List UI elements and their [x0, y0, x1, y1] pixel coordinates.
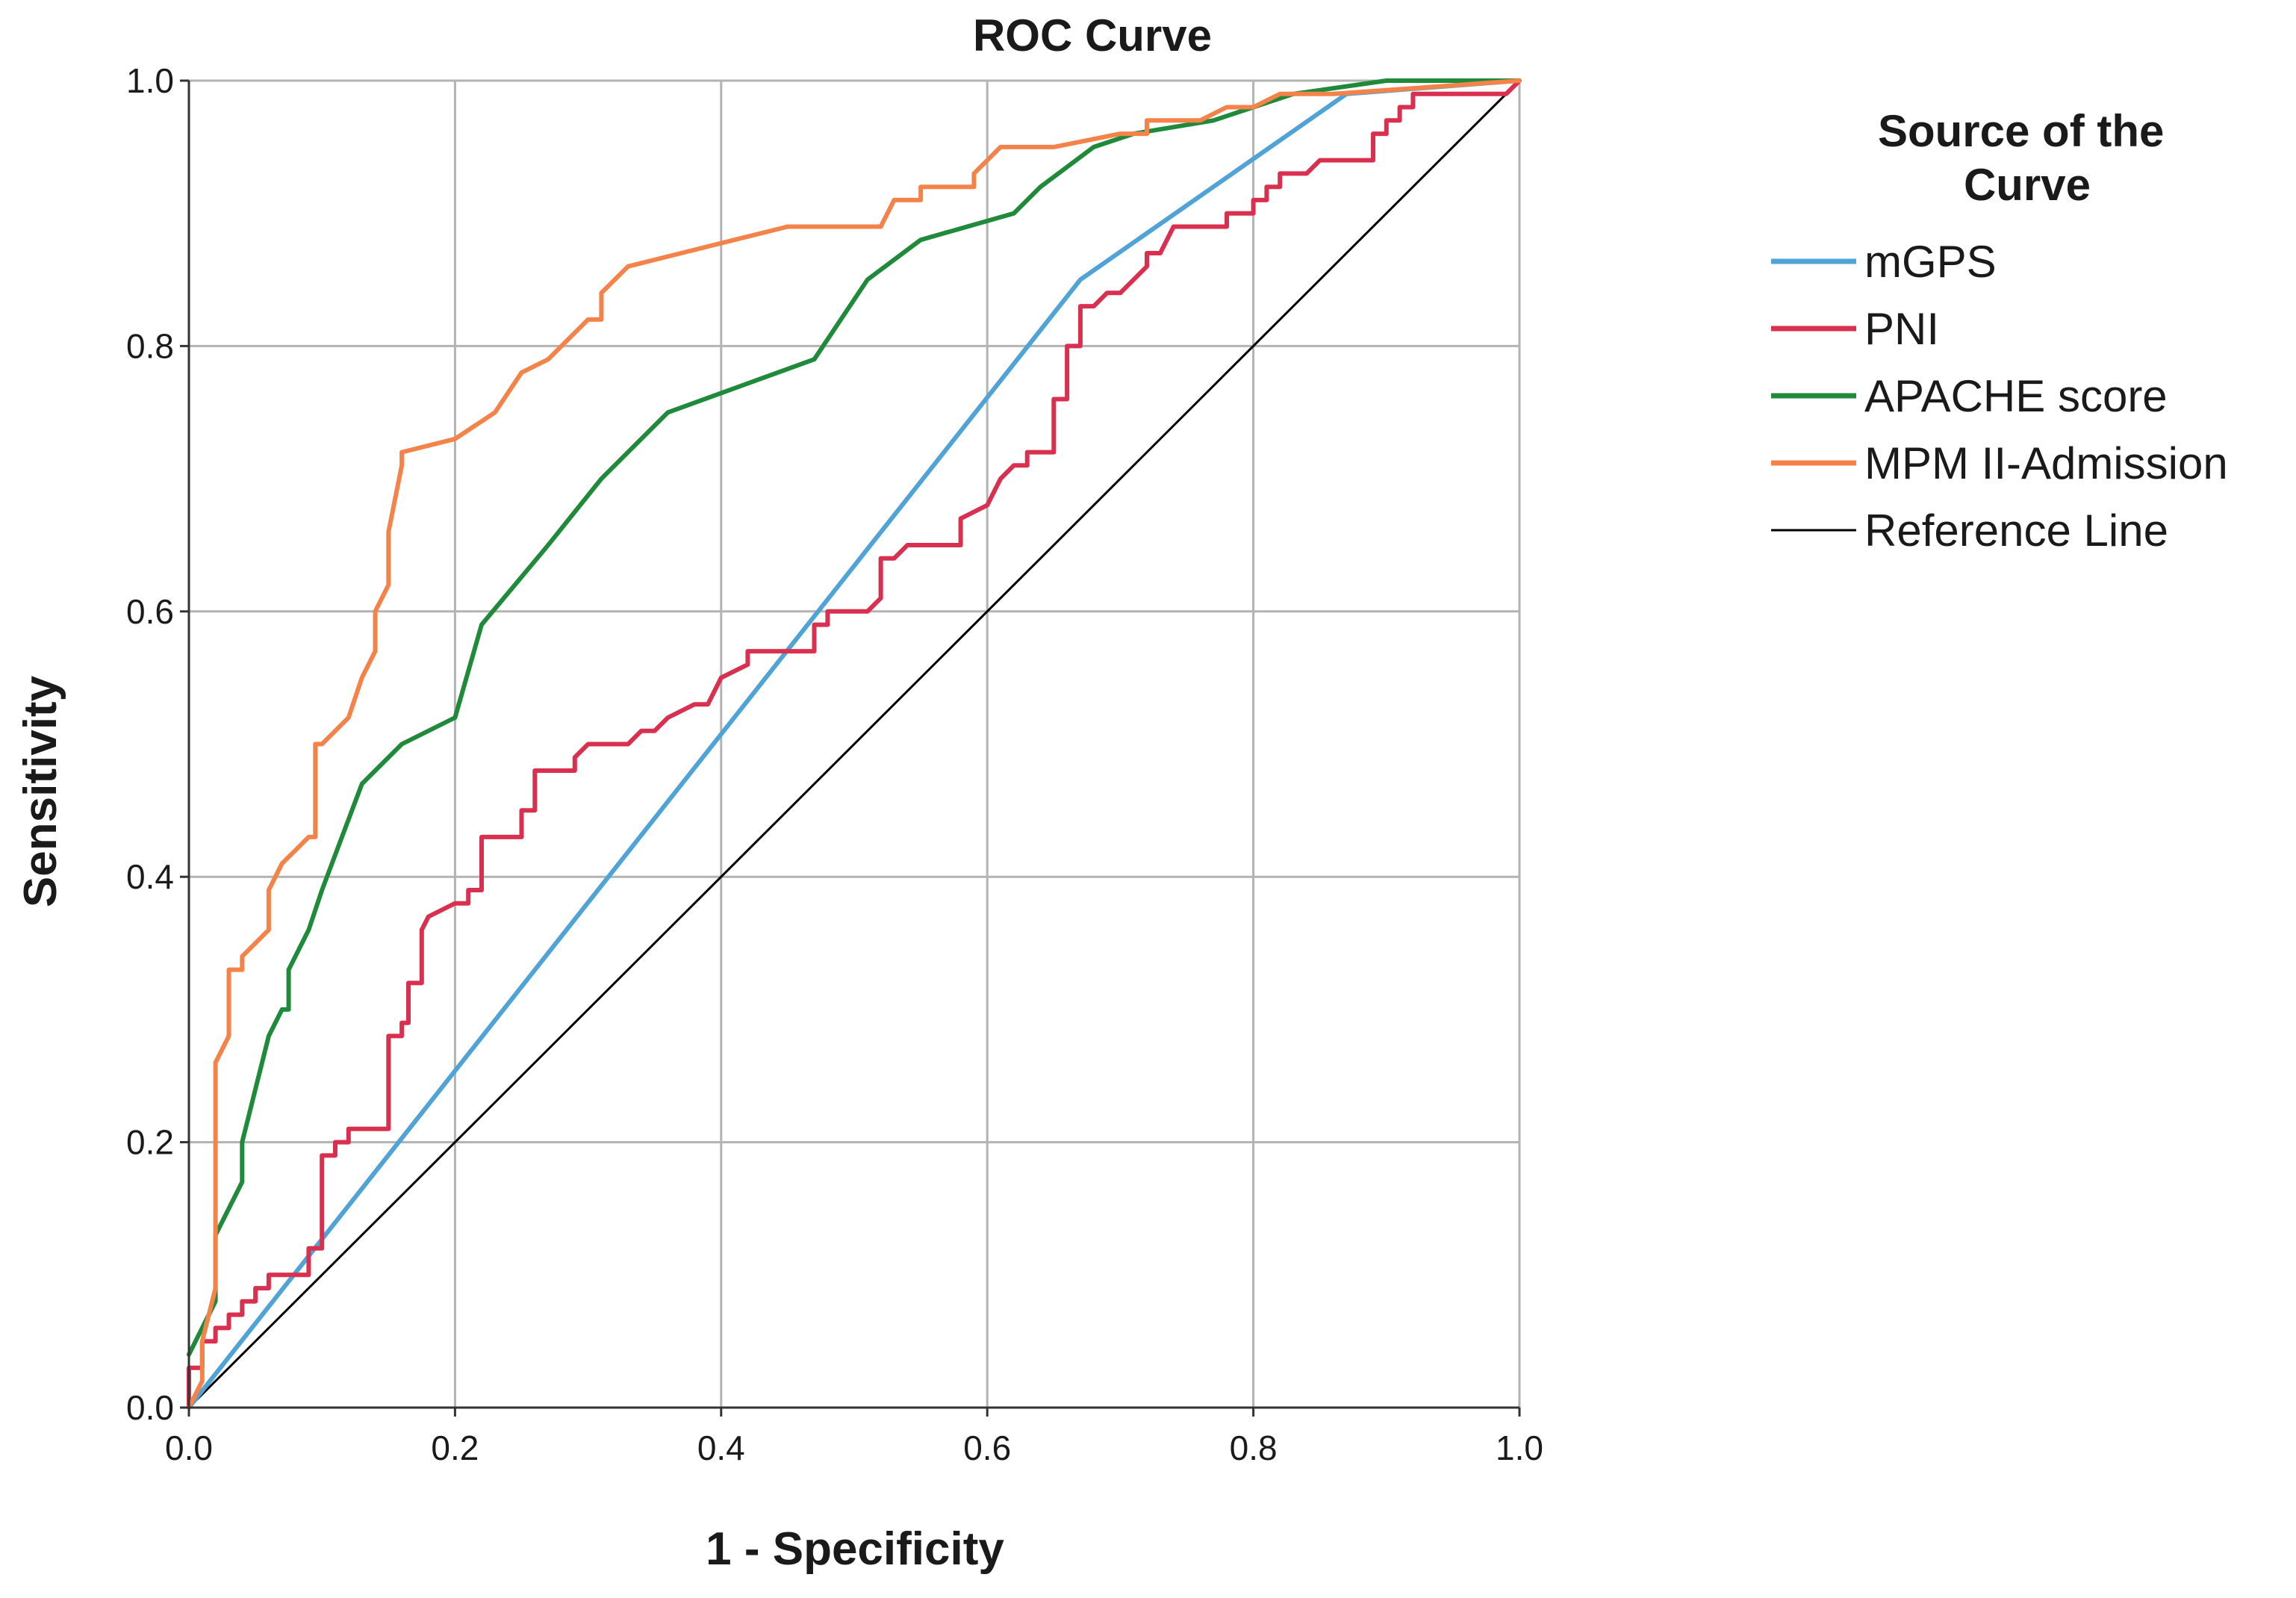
legend-title: Source of the Curve	[1878, 106, 2177, 210]
legend-item-reference-line: Reference Line	[1771, 506, 2168, 556]
y-tick-label: 0.0	[126, 1388, 174, 1427]
x-axis-title: 1 - Specificity	[706, 1523, 1004, 1575]
legend-title-line-2: Curve	[1964, 160, 2091, 210]
x-tick-label: 1.0	[1496, 1428, 1543, 1467]
legend-label: APACHE score	[1864, 371, 2168, 421]
y-axis-title: Sensitivity	[15, 675, 66, 907]
y-tick-label: 1.0	[126, 61, 174, 100]
legend-label: Reference Line	[1864, 506, 2168, 556]
legend-label: MPM II-Admission	[1864, 438, 2228, 488]
series-line-reference-line	[187, 79, 1521, 1409]
legend-label: mGPS	[1864, 237, 1997, 287]
chart-title: ROC Curve	[973, 10, 1212, 60]
legend-item-apache-score: APACHE score	[1771, 371, 2168, 421]
x-tick-label: 0.2	[431, 1428, 479, 1467]
legend-item-mgps: mGPS	[1771, 237, 1997, 287]
legend-items: mGPS PNI APACHE score MPM II-Admission Refer…	[1771, 237, 2228, 556]
legend-label: PNI	[1864, 304, 1939, 354]
x-tick-label: 0.8	[1230, 1428, 1278, 1467]
legend-item-mpm-ii-admission: MPM II-Admission	[1771, 438, 2228, 488]
legend-item-pni: PNI	[1771, 304, 1939, 354]
series-line-mpm-ii-admission	[187, 78, 1522, 1410]
legend: Source of the Curve mGPS PNI APACHE score M…	[1771, 106, 2228, 556]
x-tick-label: 0.6	[963, 1428, 1011, 1467]
legend-title-line-1: Source of the	[1878, 106, 2164, 156]
y-tick-label: 0.6	[126, 592, 174, 631]
y-tick-label: 0.8	[126, 326, 174, 365]
tick-labels: 0.0 0.2 0.4 0.6 0.8 1.0 0.0 0.2 0.4 0.6 0.8 1.0	[126, 61, 1543, 1467]
series-lines	[187, 78, 1522, 1410]
axes	[180, 79, 1521, 1417]
x-tick-label: 0.4	[697, 1428, 745, 1467]
y-tick-label: 0.4	[126, 857, 174, 896]
x-tick-label: 0.0	[165, 1428, 213, 1467]
series-line-pni	[187, 78, 1522, 1410]
series-line-apache-score	[187, 78, 1522, 1357]
y-tick-label: 0.2	[126, 1123, 174, 1162]
